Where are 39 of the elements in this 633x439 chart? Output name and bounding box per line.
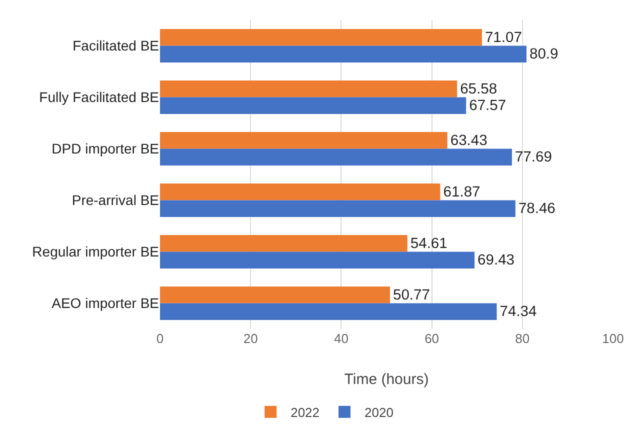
y-tick-label: AEO importer BE bbox=[52, 295, 159, 312]
y-tick-label: Facilitated BE bbox=[72, 38, 159, 54]
y-tick-label: DPD importer BE bbox=[52, 140, 159, 157]
bar bbox=[160, 303, 497, 320]
bar bbox=[160, 29, 482, 46]
bar bbox=[160, 252, 475, 268]
data-label: 65.58 bbox=[460, 81, 498, 98]
data-label: 80.9 bbox=[529, 46, 558, 63]
x-tick-label: 40 bbox=[334, 331, 348, 346]
bar bbox=[160, 80, 458, 98]
data-label: 74.34 bbox=[500, 304, 537, 320]
data-label: 54.61 bbox=[410, 236, 448, 252]
bar bbox=[160, 235, 408, 252]
bar bbox=[160, 286, 390, 304]
bar bbox=[160, 148, 512, 166]
data-label: 69.43 bbox=[478, 252, 514, 269]
data-label: 78.46 bbox=[518, 201, 556, 218]
x-tick-label: 0 bbox=[156, 331, 164, 346]
data-label: 71.07 bbox=[484, 30, 522, 46]
x-tick-label: 100 bbox=[602, 331, 624, 346]
legend-label: 2022 bbox=[290, 405, 320, 420]
bar bbox=[160, 200, 516, 217]
data-label: 61.87 bbox=[443, 184, 480, 200]
x-tick-label: 80 bbox=[515, 331, 530, 346]
data-label: 77.69 bbox=[514, 150, 552, 166]
bar bbox=[160, 132, 448, 149]
y-tick-label: Pre-arrival BE bbox=[72, 192, 159, 208]
x-tick-label: 60 bbox=[424, 331, 440, 346]
data-label: 63.43 bbox=[450, 132, 488, 149]
x-axis-title: Time (hours) bbox=[344, 371, 429, 388]
x-tick-label: 20 bbox=[243, 331, 258, 346]
bar bbox=[160, 97, 466, 114]
data-label: 50.77 bbox=[393, 287, 430, 304]
bar bbox=[160, 184, 440, 200]
legend-label: 2020 bbox=[364, 405, 394, 420]
bar bbox=[160, 46, 526, 62]
y-tick-label: Regular importer BE bbox=[32, 244, 159, 260]
data-label: 67.57 bbox=[469, 98, 506, 114]
y-tick-label: Fully Facilitated BE bbox=[39, 89, 159, 106]
